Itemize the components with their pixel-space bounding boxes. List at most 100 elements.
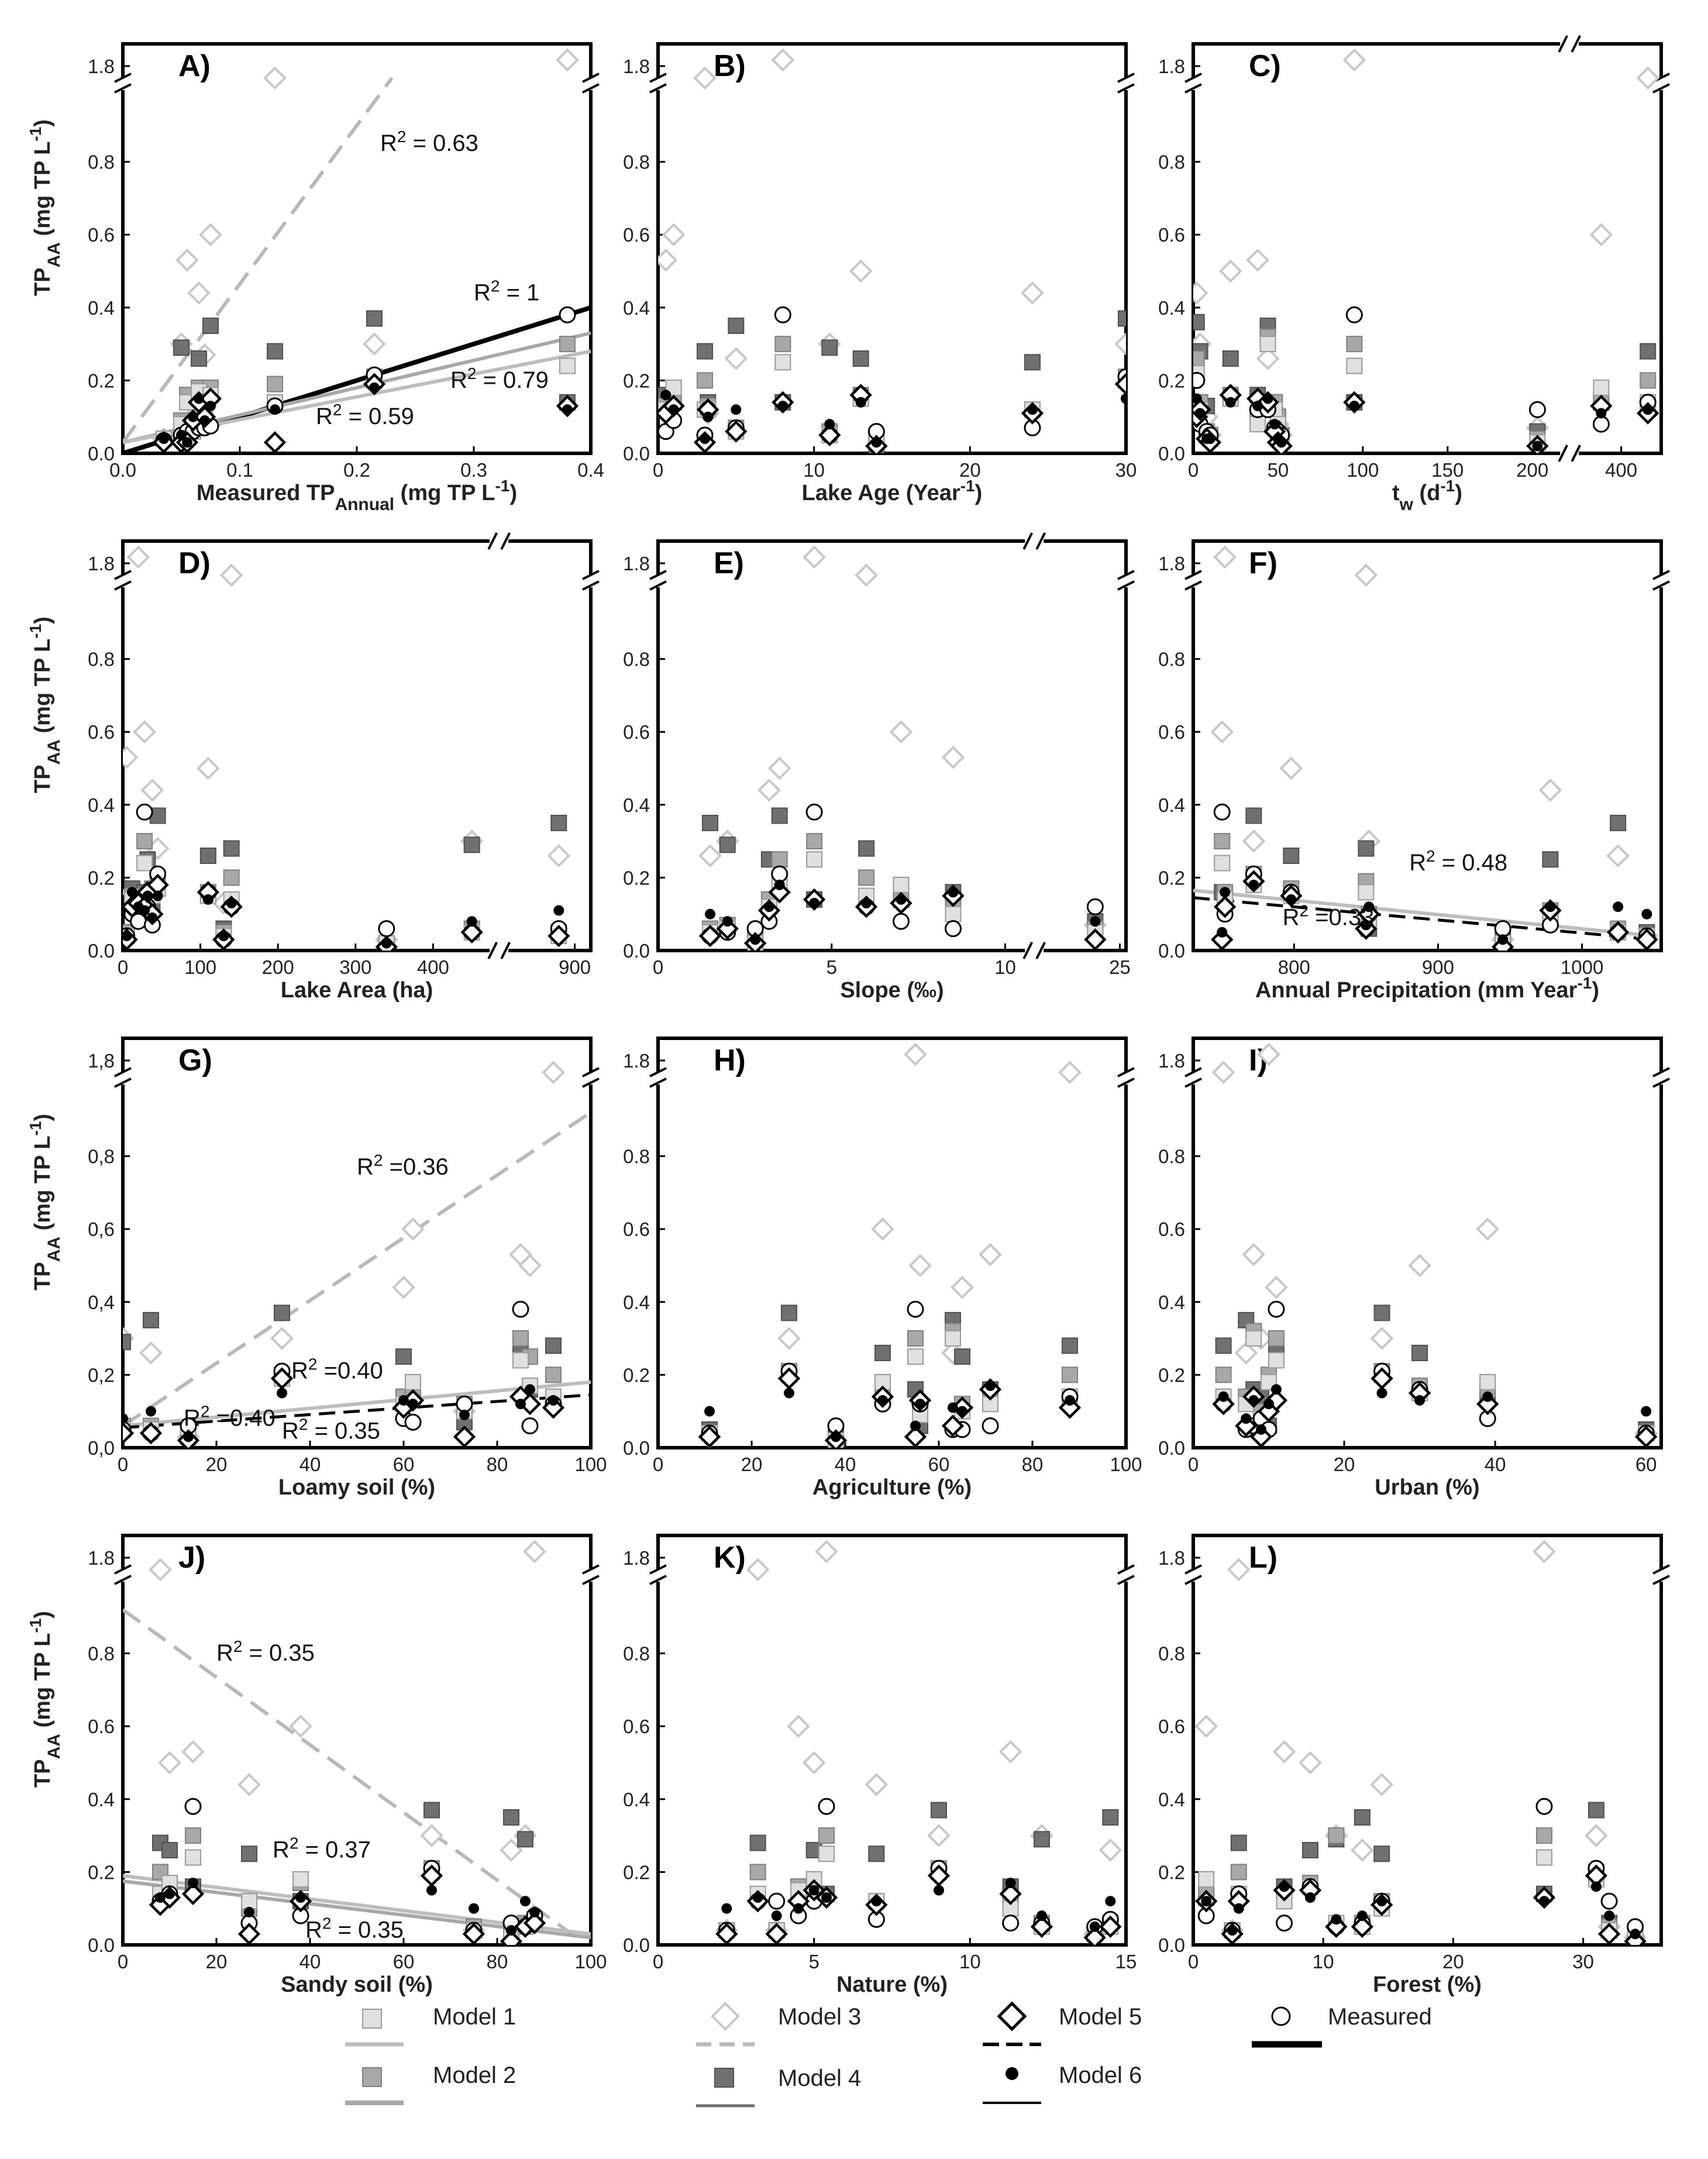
x-tick-label: 0.3 [460,459,487,481]
m6-point-7 [896,894,907,905]
m6-point-5 [777,401,788,412]
m5-point-4 [768,881,791,904]
meas-point-2 [768,1892,786,1910]
m6-point-8 [871,437,882,448]
legend-label-m3: Model 3 [778,2004,861,2030]
y-break-mark [114,580,132,591]
x-tick-label: 150 [1431,459,1463,481]
x-tick-label: 20 [206,1454,228,1475]
m3-point-3 [133,720,156,744]
m6-point-3 [1279,1881,1290,1892]
m3-point-4 [1218,259,1242,283]
m1-point-8 [1536,1849,1552,1866]
panel-label: A) [178,49,211,83]
m4-point-4 [771,807,788,824]
m3-point-5 [908,1254,932,1278]
m3-point-7 [1408,1254,1431,1278]
series-m6 [660,390,1126,448]
m3-point-13 [1636,66,1660,90]
panel-frame [121,539,593,952]
m4-point-13 [1640,343,1657,360]
m6-point-12 [553,905,564,916]
series-m1 [123,855,567,951]
m3-point-5 [1246,248,1269,272]
m2-point-9 [1062,1366,1078,1383]
y-tick-label: 0.8 [88,649,115,670]
fit-line-m5 [123,1393,591,1430]
m2-point-0 [1214,833,1231,850]
m6-point-0 [1193,393,1202,404]
y-break-mark [1652,1077,1670,1088]
m2-point-9 [559,336,576,353]
m2-point-5 [1268,1330,1285,1347]
m4-point-3 [274,1304,290,1321]
x-axis-title: Nature (%) [836,1972,948,1997]
r-squared-label: R2 =0.33 [1283,901,1375,931]
m3-point-9 [523,1540,546,1564]
m6-point-2 [1248,1395,1259,1406]
y-tick-label: 1.8 [623,1050,650,1072]
y-axis-title: TPAA (mg TP L-1) [26,1611,64,1788]
m2-point-13 [1640,372,1657,389]
m6-point-2 [831,1431,841,1442]
x-tick-label: 400 [417,956,449,978]
y-tick-label: 0.8 [1158,1643,1185,1665]
y-tick-label: 0.8 [88,1643,115,1665]
m6-point-5 [821,1892,832,1903]
m1-point-4 [907,1348,924,1365]
m1-point-0 [1214,855,1231,872]
x-axis-title: Sandy soil (%) [281,1972,433,1997]
r-squared-label: R2 = 0.37 [273,1834,371,1863]
m6-point-1 [176,429,187,440]
m4-point-1 [781,1304,797,1321]
m2-point-7 [267,376,283,392]
m6-point-7 [506,1925,516,1936]
y-tick-label: 1,8 [88,1050,115,1072]
m3-point-4 [1299,1751,1322,1775]
m4-point-0 [1193,314,1205,330]
plot-area [1193,545,1659,951]
x-tick-label: 0 [653,1951,663,1972]
meas-point-8 [521,1417,539,1435]
y-break-mark [582,1564,600,1575]
m5-point-0 [1211,928,1234,951]
m6-point-0 [721,1903,732,1914]
x-tick-label: 10 [959,1951,981,1972]
m6-point-8 [520,1896,531,1907]
series-m3 [658,48,1126,453]
series-m4 [1215,1304,1655,1438]
m3-point-0 [658,248,678,272]
fit-line-m1 [123,1380,591,1428]
m3-point-2 [693,66,717,90]
x-tick-label: 0 [1188,1951,1199,1972]
y-tick-label: 0,2 [88,1364,115,1386]
m4-point-2 [1230,1834,1247,1851]
meas-point-5 [404,1413,422,1431]
m6-point-4 [910,1420,921,1431]
series-m1 [1198,1849,1644,1945]
m2-point-8 [1536,1827,1552,1844]
series-m6 [123,1384,559,1442]
m3-point-4 [289,1714,312,1738]
y-tick-label: 0.2 [1158,1861,1185,1883]
y-tick-label: 0.4 [1158,1292,1185,1313]
m6-point-5 [809,898,820,909]
y-tick-label: 0.6 [623,1716,650,1737]
m5-point-8 [1606,921,1630,944]
panel-B: 0.0 0.2 0.4 0.6 0.8 1.8 0 10 20 30 Lake Age (Year-… [623,42,1137,505]
legend-label-m1: Model 1 [433,2004,516,2030]
m3-point-2 [1242,1242,1266,1266]
m5-point-0 [123,1421,135,1445]
y-break-mark [582,73,600,83]
panel-label: E) [714,546,744,580]
series-m6 [1193,393,1654,452]
x-tick-label: 30 [1572,1951,1594,1972]
y-break-mark [582,580,600,591]
m5-point-0 [715,1923,738,1945]
x-tick-label: 5 [827,956,837,978]
m3-point-4 [1354,563,1378,587]
m6-point-5 [1363,901,1375,913]
series-meas [701,1300,1079,1442]
m6-point-8 [369,382,380,393]
